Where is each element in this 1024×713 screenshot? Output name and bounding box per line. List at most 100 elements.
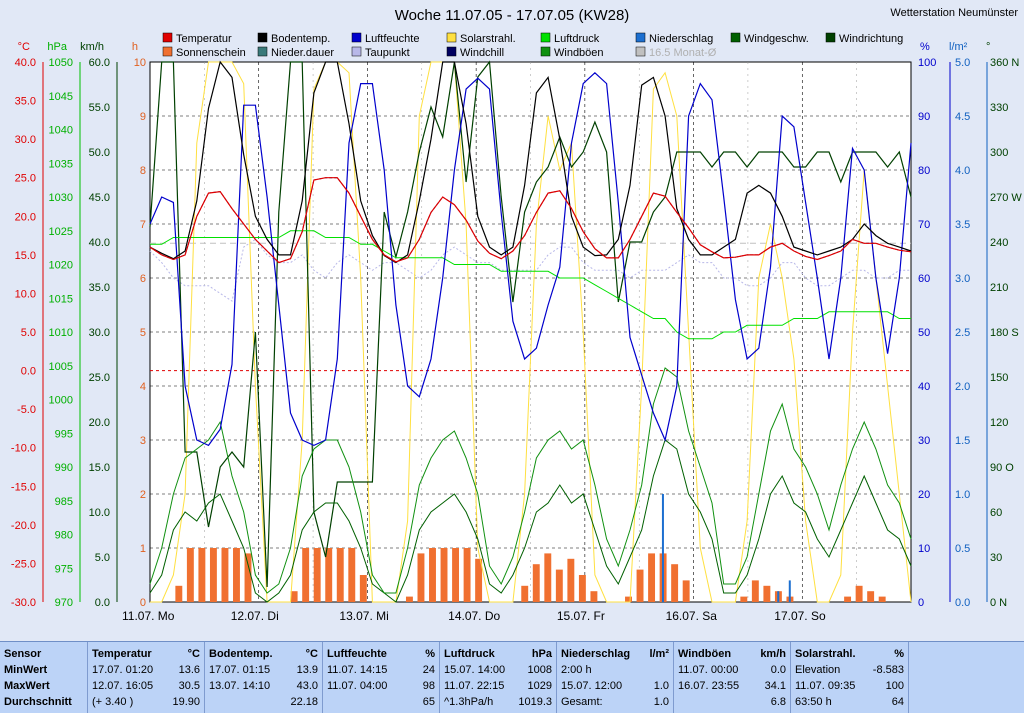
stats-row: 12.07. 16:05 30.5 (92, 678, 200, 694)
stats-row: 22.18 (209, 694, 318, 710)
stats-row: 15.07. 14:00 1008 (444, 662, 552, 678)
legend-label: Windrichtung (839, 33, 903, 45)
station-name: Wetterstation Neumünster (890, 7, 1018, 19)
sunshine-bar (544, 553, 552, 602)
legend-swatch (540, 46, 551, 57)
legend-swatch (351, 32, 362, 43)
x-axis-day-label: 11.07. Mo (122, 609, 175, 623)
legend-swatch (540, 32, 551, 43)
sunshine-bar (555, 569, 563, 602)
stats-row: 11.07. 14:15 24 (327, 662, 435, 678)
legend-label: Nieder.dauer (271, 47, 334, 59)
stats-cell-label: Elevation (795, 664, 841, 676)
sunshine-bar (290, 591, 298, 602)
sunshine-bar (336, 548, 344, 602)
sunshine-bar (233, 548, 240, 602)
stats-cell-value: 13.9 (296, 664, 318, 676)
press-tick: 980 (55, 530, 73, 542)
sunshine-bar (198, 548, 206, 602)
temp-tick: -25.0 (11, 558, 36, 570)
sunshine-bar (429, 548, 436, 602)
stats-row: 2:00 h (561, 662, 669, 678)
stats-cell-label: 11.07. 09:35 (795, 680, 856, 692)
stats-cell-label: ^1.3hPa/h (444, 696, 494, 708)
wind-tick: 40.0 (89, 237, 110, 249)
rain-axis-unit: l/m² (949, 41, 968, 53)
hum-axis-unit: % (920, 41, 930, 53)
sunshine-bar (475, 558, 483, 602)
stats-cell-label: Durchschnitt (4, 696, 72, 708)
stats-cell-label: 11.07. 14:15 (327, 664, 388, 676)
sun-tick: 1 (140, 543, 146, 555)
sunshine-bar (313, 548, 321, 602)
legend-label: Windgeschw. (744, 33, 809, 45)
legend-swatch (257, 32, 268, 43)
dir-tick: 120 (990, 417, 1008, 429)
precipitation-bar (661, 494, 664, 602)
stats-header-title: Bodentemp. (209, 647, 273, 660)
hum-tick: 80 (918, 165, 930, 177)
legend-swatch (446, 32, 457, 43)
stats-row: 11.07. 22:15 1029 (444, 678, 552, 694)
x-axis-labels: 11.07. Mo 12.07. Di 13.07. Mi 14.07. Do 15.0… (122, 609, 826, 623)
wind-tick: 0.0 (95, 597, 110, 609)
stats-cell-label: MinWert (4, 664, 48, 676)
stats-row: 63:50 h 64 (795, 694, 904, 710)
rain-tick: 0.5 (955, 543, 970, 555)
stats-header-title: Luftdruck (444, 647, 495, 660)
stats-row: MaxWert (4, 678, 83, 694)
press-tick: 990 (55, 462, 73, 474)
legend-label: Luftdruck (554, 33, 600, 45)
stats-header: Luftdruck hPa (444, 645, 552, 662)
stats-header-unit: % (894, 647, 904, 660)
x-axis-day-label: 12.07. Di (231, 609, 279, 623)
stats-header: Luftfeuchte% (327, 645, 435, 662)
sunshine-bar (532, 564, 540, 602)
stats-cell-value: 34.1 (764, 680, 786, 692)
stats-column: Niederschlag l/m² 2:00 h 15.07. 12:00 1.0 Ges… (557, 642, 674, 713)
wind-gust-line (149, 367, 912, 594)
temp-tick: 0.0 (21, 366, 36, 378)
stats-row: MinWert (4, 662, 83, 678)
hum-tick: 30 (918, 435, 930, 447)
stats-header-unit: km/h (760, 647, 786, 660)
sunshine-bar (175, 585, 183, 602)
stats-cell-value: 1.0 (653, 680, 669, 692)
wind-axis-unit: km/h (80, 41, 104, 53)
rain-tick: 5.0 (955, 57, 970, 69)
sun-tick: 7 (140, 219, 146, 231)
sunshine-bar (636, 569, 644, 602)
stats-header: Windböen km/h (678, 645, 786, 662)
stats-cell-value: 98 (422, 680, 435, 692)
wind-tick: 45.0 (89, 192, 110, 204)
hum-tick: 100 (918, 57, 936, 69)
press-tick: 1000 (49, 395, 73, 407)
wind-speed-line (149, 439, 912, 603)
stats-row: 17.07. 01:20 13.6 (92, 662, 200, 678)
legend-label: Windböen (554, 47, 604, 59)
temp-tick: 15.0 (15, 250, 36, 262)
wind-tick: 15.0 (89, 462, 110, 474)
stats-header-title: Windböen (678, 647, 732, 660)
stats-cell-label: 11.07. 22:15 (444, 680, 505, 692)
rain-tick: 0.0 (955, 597, 970, 609)
plot-grid (150, 62, 911, 602)
legend-label: Sonnenschein (176, 47, 246, 59)
legend-label: Windchill (460, 47, 504, 59)
stats-row: 11.07. 00:00 0.0 (678, 662, 786, 678)
stats-cell-value: 19.90 (172, 696, 200, 708)
stats-row: 17.07. 01:15 13.9 (209, 662, 318, 678)
hum-tick: 0 (918, 597, 924, 609)
legend-label: Temperatur (176, 33, 232, 45)
dir-axis-unit: ° (986, 41, 990, 53)
sunshine-bar (751, 580, 759, 602)
sunshine-bar (567, 558, 575, 602)
temp-tick: 10.0 (15, 288, 36, 300)
press-tick: 970 (55, 597, 73, 609)
rain-tick: 2.5 (955, 327, 970, 339)
press-tick: 975 (55, 563, 73, 575)
stats-cell-value: 0.0 (770, 664, 786, 676)
stats-cell-value: 1019.3 (518, 696, 552, 708)
stats-row: Durchschnitt (4, 694, 83, 710)
